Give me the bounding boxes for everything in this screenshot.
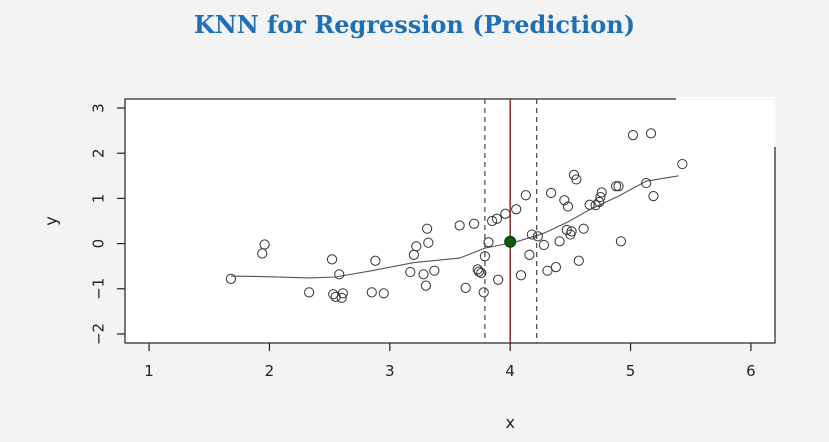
data-point <box>511 204 522 215</box>
data-point <box>615 236 627 247</box>
data-point <box>611 181 622 192</box>
data-point <box>613 181 624 192</box>
data-point <box>524 249 535 260</box>
data-point <box>578 223 589 234</box>
data-point <box>566 226 577 237</box>
data-point <box>538 239 549 251</box>
knn-fit-line <box>230 175 679 279</box>
data-point <box>411 241 422 252</box>
x-axis-title: x <box>505 413 514 432</box>
data-point <box>418 269 429 280</box>
x-tick-label: 6 <box>746 362 756 380</box>
x-tick-label: 3 <box>385 362 395 380</box>
data-point <box>627 130 639 141</box>
y-tick-label: 0 <box>90 239 108 249</box>
data-point <box>326 254 338 265</box>
data-point <box>478 287 489 298</box>
data-point <box>370 255 381 266</box>
data-point <box>479 251 491 262</box>
query-point <box>504 235 517 248</box>
data-point <box>493 274 504 285</box>
y-tick-label: 2 <box>90 148 108 158</box>
data-point <box>336 292 347 303</box>
y-tick-label: −1 <box>90 278 108 300</box>
glare-patch <box>676 97 776 147</box>
data-point <box>573 255 584 266</box>
data-point <box>526 229 537 240</box>
data-point <box>454 220 465 231</box>
x-tick-label: 2 <box>265 362 275 380</box>
data-point <box>420 280 432 291</box>
data-point <box>259 239 270 250</box>
data-point <box>366 287 377 298</box>
data-point <box>225 273 237 284</box>
data-point <box>641 177 652 189</box>
data-point <box>483 237 494 248</box>
x-tick-label: 1 <box>144 362 154 380</box>
slide-title: KNN for Regression (Prediction) <box>193 10 636 39</box>
data-point <box>554 236 565 247</box>
data-point <box>429 265 440 276</box>
data-point <box>487 215 498 227</box>
data-point <box>532 231 543 242</box>
data-point <box>645 128 657 139</box>
y-tick-label: 1 <box>90 194 108 204</box>
data-point <box>648 191 659 202</box>
data-point <box>378 288 389 299</box>
data-point <box>473 266 484 277</box>
data-point <box>472 264 483 275</box>
y-tick-label: 3 <box>90 103 108 113</box>
data-point <box>460 282 471 293</box>
data-point <box>596 187 607 198</box>
data-point <box>476 267 487 279</box>
data-point <box>546 187 557 199</box>
data-point <box>515 270 527 281</box>
x-tick-label: 4 <box>505 362 515 380</box>
data-point <box>590 200 601 211</box>
data-point <box>304 287 315 298</box>
data-point <box>542 265 553 276</box>
data-point <box>571 174 582 185</box>
data-point <box>595 191 606 203</box>
data-point <box>328 289 339 300</box>
data-point <box>334 269 345 280</box>
plot-frame <box>124 98 776 344</box>
data-point <box>559 195 570 206</box>
data-point <box>491 213 503 224</box>
data-point <box>677 158 688 170</box>
data-point <box>337 288 348 299</box>
data-point <box>423 237 434 248</box>
data-point <box>422 223 433 234</box>
x-tick-label: 5 <box>626 362 636 380</box>
y-axis-title: y <box>42 216 61 225</box>
data-point <box>562 201 574 212</box>
data-point <box>550 261 562 273</box>
y-tick-label: −2 <box>90 323 108 345</box>
data-point <box>520 190 531 201</box>
data-point <box>468 218 480 229</box>
data-point <box>405 266 416 278</box>
data-point <box>500 208 511 219</box>
data-point <box>584 199 595 210</box>
data-point <box>594 196 605 208</box>
